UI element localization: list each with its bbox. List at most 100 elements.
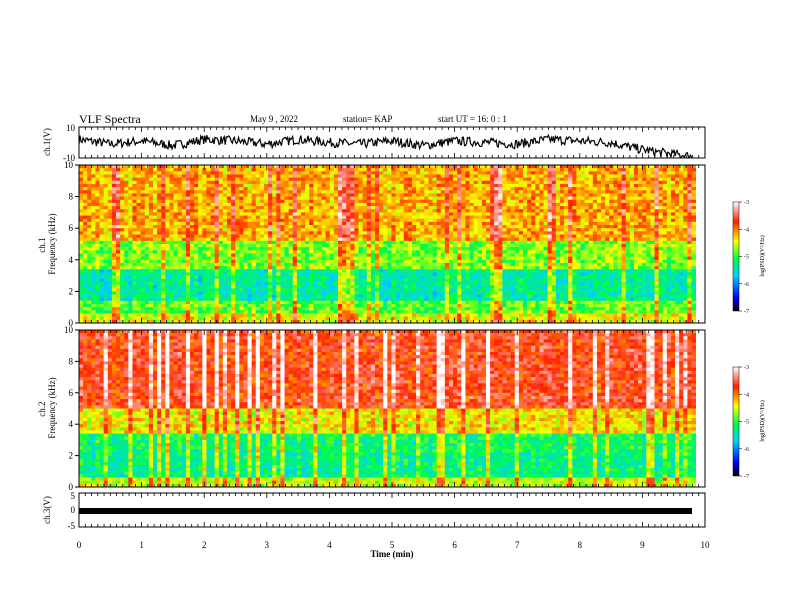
spectrogram-cell bbox=[411, 199, 417, 204]
spectrogram-cell bbox=[518, 215, 524, 220]
spectrogram-cell bbox=[547, 234, 553, 239]
spectrogram-cell bbox=[485, 240, 491, 245]
ch1-ytick-bottom: -10 bbox=[63, 153, 75, 163]
spectrogram-cell bbox=[621, 168, 627, 172]
spectrogram-cell bbox=[116, 231, 121, 235]
date-label: May 9 , 2022 bbox=[250, 114, 298, 124]
spectrogram-cell bbox=[83, 225, 88, 229]
spectrogram-cell bbox=[580, 259, 586, 264]
spectrogram-cell bbox=[95, 196, 100, 201]
spectrogram-cell bbox=[99, 187, 105, 191]
spectrogram-cell bbox=[588, 240, 594, 245]
spectrogram-cell bbox=[268, 253, 273, 258]
spectrogram-cell bbox=[580, 187, 586, 191]
spectrogram-cell bbox=[638, 190, 643, 194]
spectrogram-cell bbox=[239, 209, 244, 213]
spectrogram-cell bbox=[407, 259, 413, 264]
spectrogram-cell bbox=[379, 221, 384, 226]
spectrogram-cell bbox=[654, 177, 660, 182]
spectrogram-cell bbox=[263, 218, 269, 223]
spectrogram-cell bbox=[584, 225, 590, 229]
spectrogram-cell bbox=[358, 247, 364, 251]
spectrogram-cell bbox=[198, 215, 203, 220]
spectrogram-cell bbox=[296, 183, 302, 188]
spectrogram-cell bbox=[485, 225, 491, 229]
spectrogram-cell bbox=[136, 253, 142, 258]
spectrogram-cell bbox=[588, 253, 594, 258]
spectrogram-cell bbox=[173, 193, 179, 197]
spectrogram-cell bbox=[416, 183, 421, 188]
spectrogram-cell bbox=[251, 215, 257, 220]
spectrogram-cell bbox=[189, 171, 195, 175]
spectrogram-cell bbox=[247, 215, 253, 220]
spectrogram-cell bbox=[116, 269, 121, 273]
spectrogram-cell bbox=[263, 190, 269, 194]
spectrogram-cell bbox=[485, 180, 491, 185]
spectrogram-cell bbox=[370, 221, 376, 226]
spectrogram-cell bbox=[321, 256, 327, 261]
spectrogram-cell bbox=[251, 256, 257, 261]
spectrogram-cell bbox=[502, 247, 507, 251]
spectrogram-cell bbox=[337, 209, 343, 213]
spectrogram-cell bbox=[596, 250, 602, 254]
spectrogram-cell bbox=[568, 212, 573, 216]
spectrogram-cell bbox=[502, 202, 507, 207]
spectrogram-cell bbox=[383, 190, 388, 194]
spectrogram-cell bbox=[642, 250, 647, 254]
spectrogram-cell bbox=[625, 231, 631, 235]
spectrogram-cell bbox=[555, 218, 561, 223]
spectrogram-cell bbox=[547, 168, 553, 172]
spectrogram-cell bbox=[116, 165, 121, 169]
spectrogram-cell bbox=[498, 244, 503, 248]
spectrogram-cell bbox=[87, 240, 92, 245]
spectrogram-cell bbox=[424, 256, 429, 261]
spectrogram-cell bbox=[580, 221, 586, 226]
spectrogram-cell bbox=[235, 231, 240, 235]
spectrogram-cell bbox=[420, 165, 425, 169]
spectrogram-cell bbox=[666, 228, 672, 232]
spectrogram-cell bbox=[284, 206, 290, 210]
spectrogram-cell bbox=[383, 256, 388, 261]
spectrogram-cell bbox=[555, 266, 561, 270]
spectrogram-cell bbox=[420, 199, 425, 204]
spectrogram-cell bbox=[366, 247, 372, 251]
spectrogram-cell bbox=[136, 247, 142, 251]
spectrogram-cell bbox=[572, 240, 577, 245]
spectrogram-cell bbox=[502, 237, 507, 242]
spectrogram-cell bbox=[354, 266, 359, 270]
spectrogram-cell bbox=[473, 240, 479, 245]
spectrogram-cell bbox=[181, 212, 187, 216]
spectrogram-cell bbox=[666, 231, 672, 235]
spectrogram-cell bbox=[313, 234, 318, 239]
spectrogram-cell bbox=[251, 206, 257, 210]
spectrogram-cell bbox=[481, 199, 487, 204]
spectrogram-cell bbox=[91, 174, 96, 179]
spectrogram-cell bbox=[280, 202, 285, 207]
spectrogram-cell bbox=[247, 171, 253, 175]
spectrogram-cell bbox=[420, 221, 425, 226]
spectrogram-cell bbox=[675, 165, 680, 169]
spectrogram-cell bbox=[679, 256, 684, 261]
spectrogram-cell bbox=[609, 180, 614, 185]
spectrogram-cell bbox=[535, 209, 540, 213]
spectrogram-cell bbox=[276, 206, 281, 210]
spectrogram-cell bbox=[91, 262, 96, 267]
spectrogram-cell bbox=[136, 177, 142, 182]
spectrogram-cell bbox=[494, 187, 499, 191]
spectrogram-cell bbox=[268, 180, 273, 185]
spectrogram-cell bbox=[547, 196, 553, 201]
spectrogram-cell bbox=[259, 221, 265, 226]
spectrogram-cell bbox=[572, 209, 577, 213]
spectrogram-cell bbox=[305, 174, 310, 179]
spectrogram-cell bbox=[177, 183, 183, 188]
spectrogram-cell bbox=[420, 253, 425, 258]
spectrogram-cell bbox=[633, 215, 639, 220]
spectrogram-cell bbox=[477, 259, 483, 264]
spectrogram-cell bbox=[107, 206, 113, 210]
spectrogram-cell bbox=[124, 215, 129, 220]
spectrogram-cell bbox=[444, 209, 450, 213]
spectrogram-cell bbox=[654, 256, 660, 261]
spectrogram-cell bbox=[239, 199, 244, 204]
spectrogram-cell bbox=[132, 228, 137, 232]
spectrogram-cell bbox=[329, 240, 335, 245]
